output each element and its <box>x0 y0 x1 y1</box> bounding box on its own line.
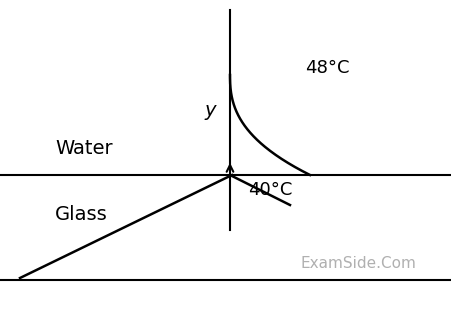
Text: 40°C: 40°C <box>248 181 292 199</box>
Text: y: y <box>204 100 216 119</box>
Text: Glass: Glass <box>55 206 108 224</box>
Text: 48°C: 48°C <box>305 59 350 77</box>
Text: Water: Water <box>55 139 113 157</box>
Text: ExamSide.Com: ExamSide.Com <box>300 255 416 271</box>
